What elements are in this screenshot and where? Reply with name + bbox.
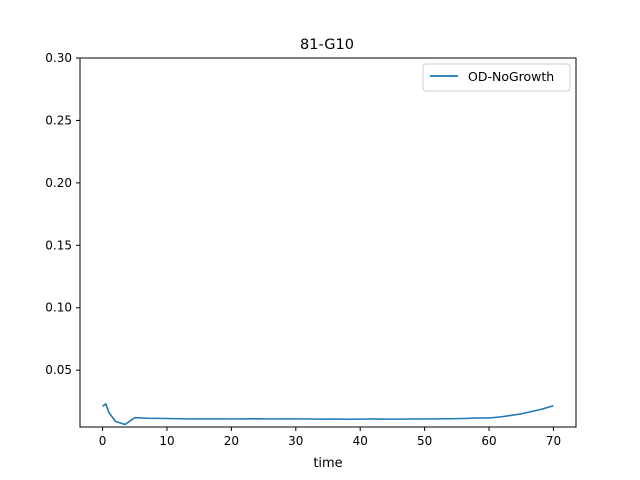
y-axis: 0.05 0.10 0.15 0.20 0.25 0.30 [45,51,80,377]
y-tick-label: 0.10 [45,301,72,315]
legend-box [422,63,571,92]
x-tick-label: 40 [353,434,368,448]
plot-area [102,403,554,426]
y-tick-label: 0.15 [45,238,72,252]
y-tick-label: 0.30 [45,51,72,65]
plot-frame [79,57,577,428]
x-tick-label: 10 [159,434,174,448]
chart-title: 81-G10 [300,37,354,53]
legend-label-od-nogrowth: OD-NoGrowth [468,69,554,84]
legend: OD-NoGrowth [422,63,571,92]
x-axis: 0 10 20 30 40 50 60 70 [99,427,561,448]
x-tick-label: 70 [546,434,561,448]
x-tick-label: 30 [288,434,303,448]
y-tick-label: 0.25 [45,113,72,127]
series-line-od-nogrowth [102,403,554,426]
x-tick-label: 20 [224,434,239,448]
y-tick-label: 0.20 [45,176,72,190]
x-tick-label: 0 [99,434,107,448]
x-tick-label: 60 [481,434,496,448]
x-axis-label: time [313,456,342,471]
y-tick-label: 0.05 [45,363,72,377]
x-tick-label: 50 [417,434,432,448]
